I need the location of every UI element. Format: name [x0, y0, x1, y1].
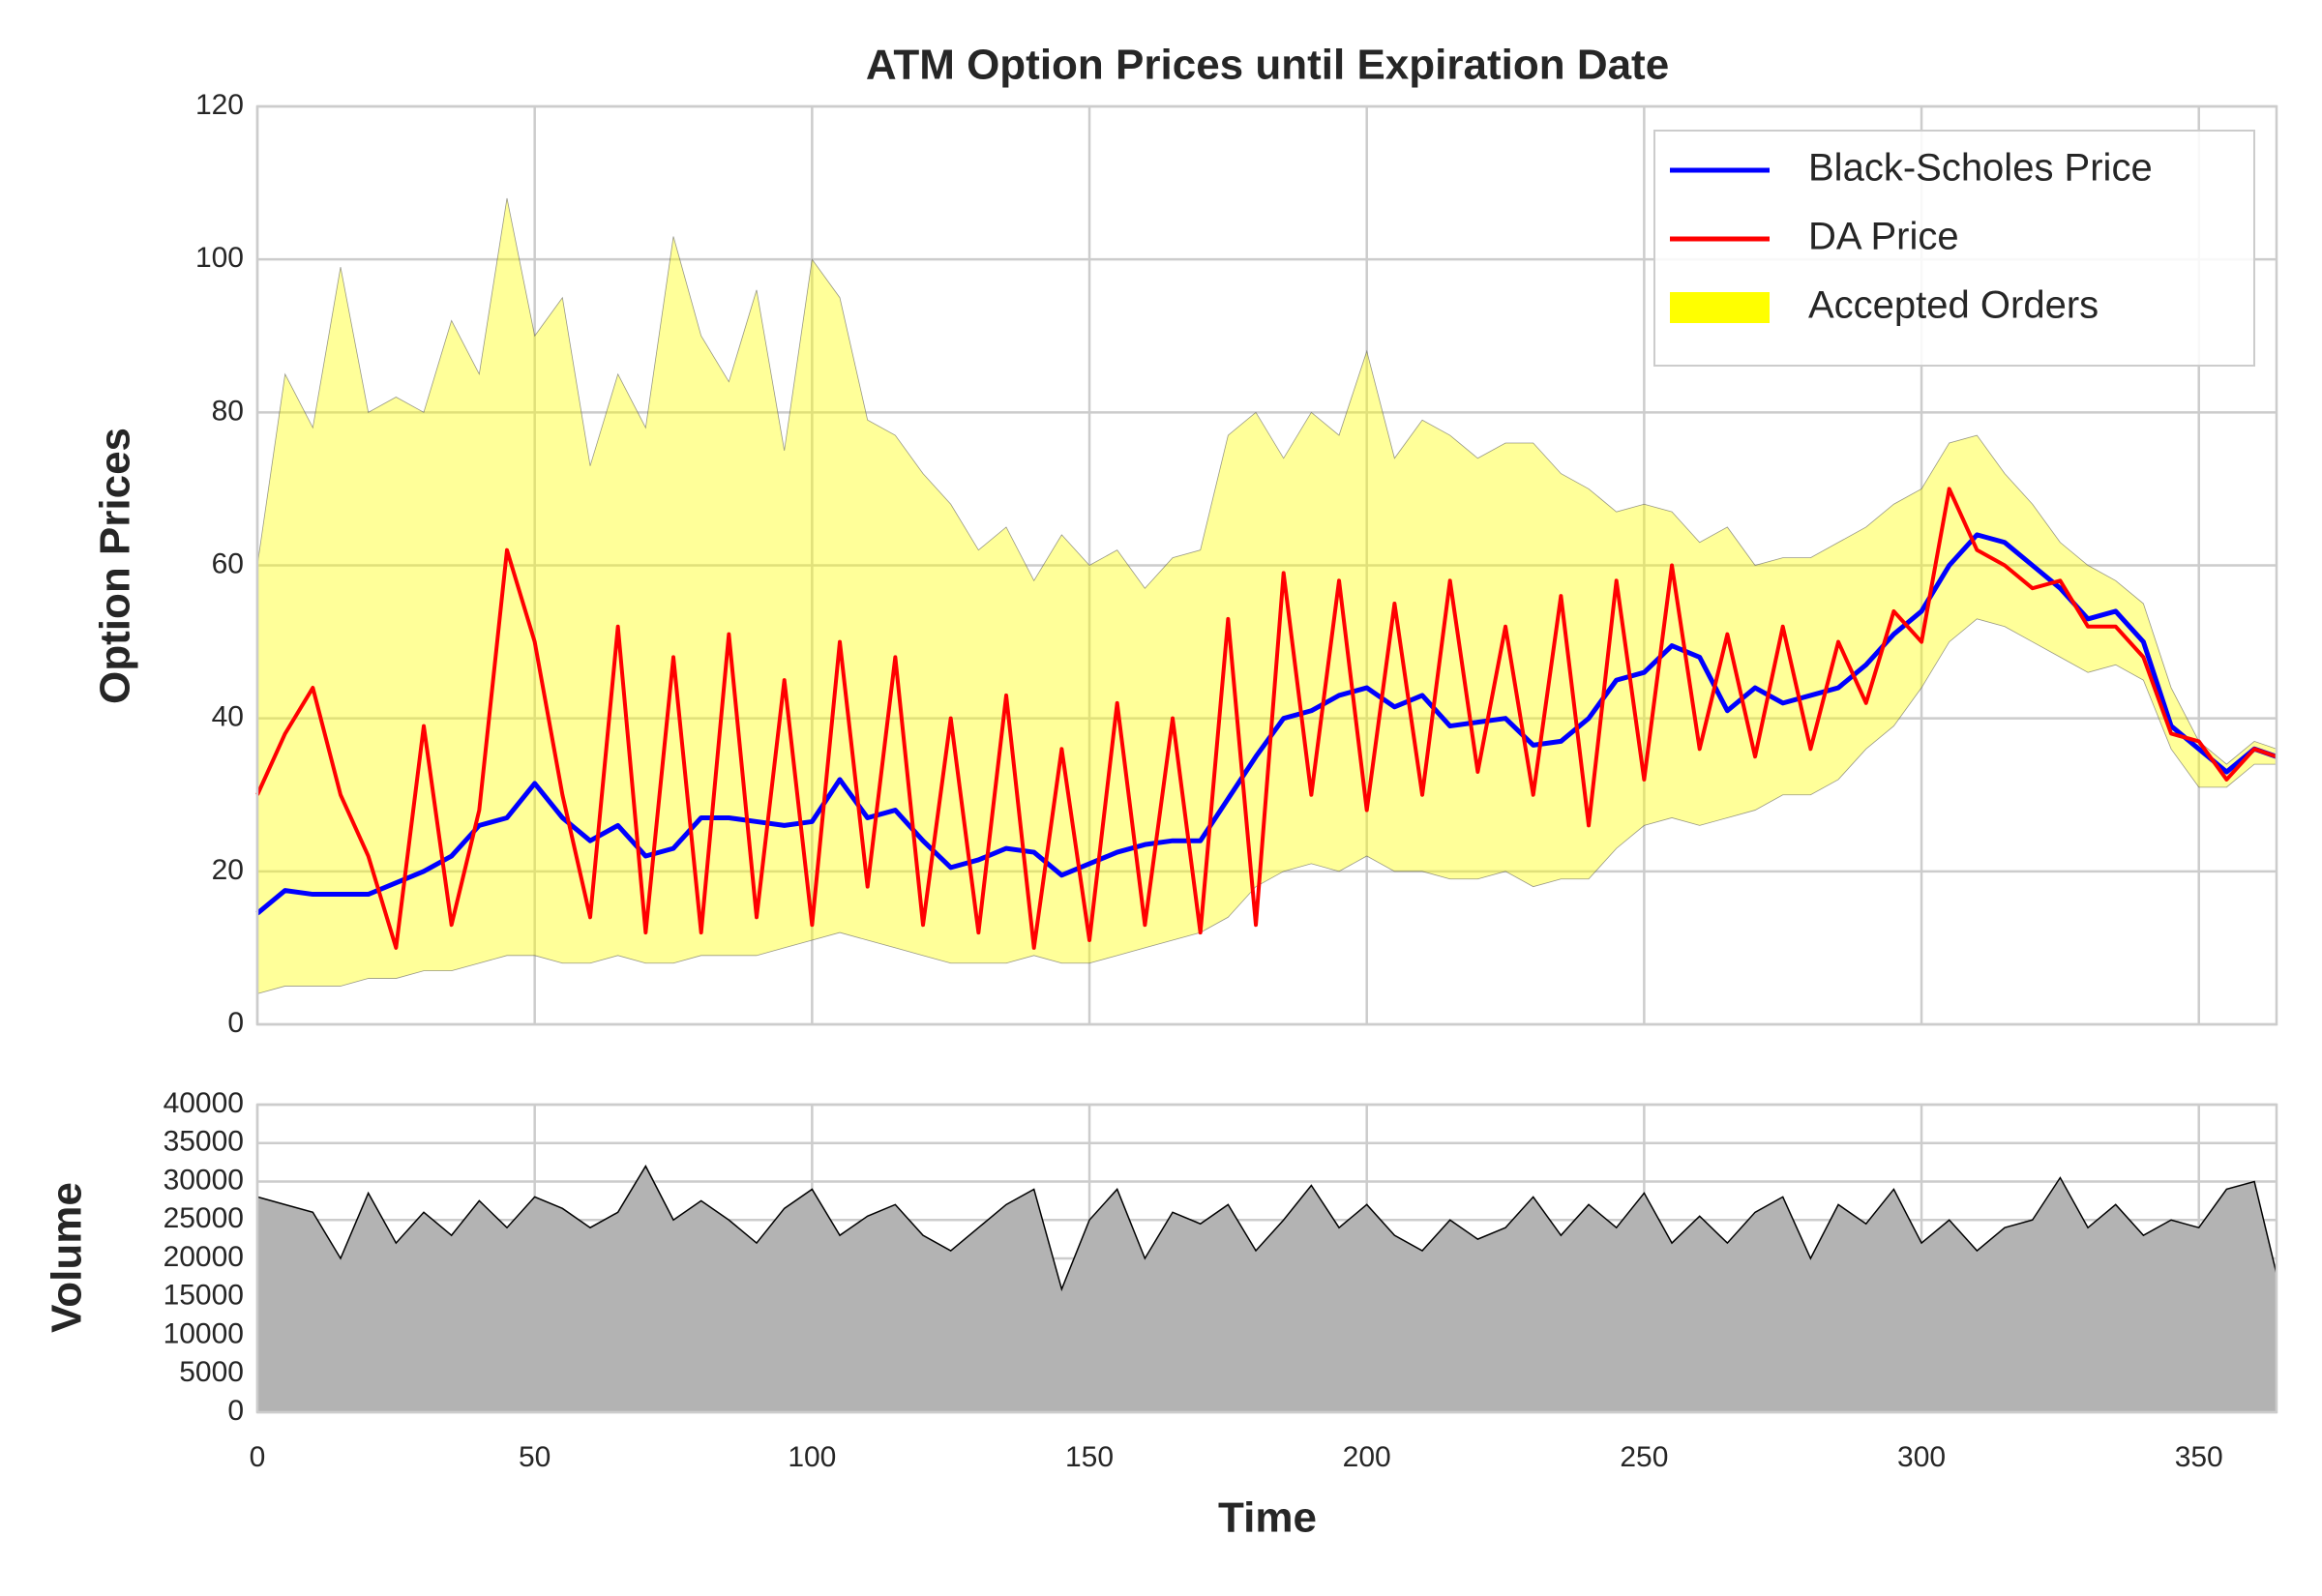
x-tick-label: 150: [1065, 1441, 1114, 1473]
y-tick-label: 0: [227, 1395, 244, 1427]
line: [256, 1165, 2277, 1292]
y-axis-label: Option Prices: [92, 428, 139, 704]
y-tick-label: 25000: [164, 1202, 244, 1234]
y-tick-label: 40000: [164, 1087, 244, 1119]
y-tick-label: 30000: [164, 1164, 244, 1196]
y-tick-label: 40: [212, 701, 244, 733]
y-tick-label: 20: [212, 854, 244, 886]
area: [257, 1166, 2277, 1412]
legend-label: Black-Scholes Price: [1808, 147, 2153, 190]
legend-swatch: [1670, 292, 1770, 323]
y-tick-label: 20000: [164, 1241, 244, 1273]
plot-border: [255, 1103, 2278, 1414]
line: [255, 487, 2277, 950]
x-tick-label: 100: [788, 1441, 836, 1473]
x-tick-label: 250: [1620, 1441, 1668, 1473]
x-tick-label: 300: [1897, 1441, 1946, 1473]
legend-label: DA Price: [1808, 216, 1959, 258]
y-tick-label: 10000: [164, 1317, 244, 1349]
y-tick-label: 15000: [164, 1280, 244, 1312]
y-tick-label: 0: [227, 1007, 244, 1039]
plot-border: [255, 104, 2278, 1026]
y-axis-label: Volume: [44, 1182, 91, 1333]
y-tick-label: 35000: [164, 1126, 244, 1158]
x-tick-label: 0: [250, 1441, 266, 1473]
y-tick-label: 60: [212, 547, 244, 579]
x-tick-label: 50: [519, 1441, 551, 1473]
x-axis-label: Time: [1218, 1494, 1317, 1542]
y-tick-label: 100: [195, 242, 244, 274]
chart-title: ATM Option Prices until Expiration Date: [866, 42, 1669, 89]
y-tick-label: 80: [212, 395, 244, 427]
x-tick-label: 200: [1343, 1441, 1391, 1473]
y-tick-label: 5000: [179, 1356, 244, 1388]
y-tick-label: 120: [195, 89, 244, 121]
x-tick-label: 350: [2175, 1441, 2223, 1473]
legend-label: Accepted Orders: [1808, 284, 2099, 327]
